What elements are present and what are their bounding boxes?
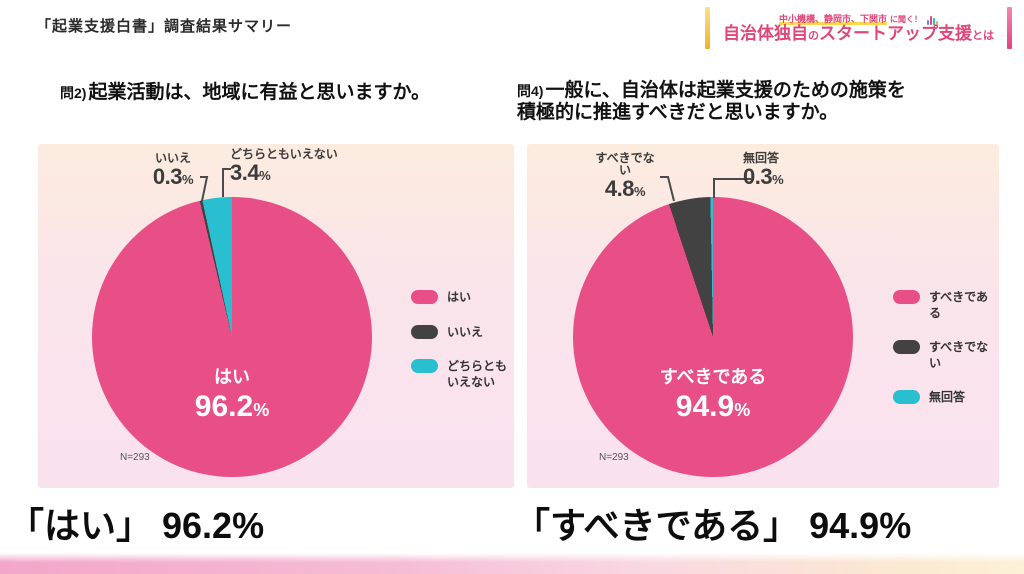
legend-swatch-should: [893, 290, 920, 304]
summary-q4: 「すべきである」 94.9%: [514, 505, 912, 546]
legend-swatch-yes: [411, 290, 438, 304]
sample-size-q4: N=293: [599, 452, 629, 463]
logo-tagline-orgs: 中小機構、静岡市、下関市: [778, 14, 887, 25]
page-title: 「起業支援白書」調査結果サマリー: [36, 18, 293, 35]
question-right: 問4) 一般に、自治体は起業支援のための施策を 積極的に推進すべきだと思いますか。: [517, 80, 906, 123]
event-logo: 中小機構、静岡市、下関市 に聞く！ 自治体独自のスタートアップ支援とは: [705, 7, 1012, 49]
logo-tagline: 中小機構、静岡市、下関市 に聞く！: [778, 12, 938, 26]
pie-center-label-q2: はい 96.2%: [194, 367, 270, 423]
logo-tagline-rest: に聞く！: [890, 15, 922, 25]
chart-panel-q2: いいえ 0.3% どちらともいえない 3.4% はい 96.2% N=293 は…: [38, 144, 514, 488]
legend-item: いいえ: [411, 324, 507, 341]
callout-should-not: すべきでない 4.8%: [595, 151, 655, 201]
question-left: 問2) 起業活動は、地域に有益と思いますか。: [60, 82, 431, 103]
legend-item: 無回答: [893, 390, 999, 406]
chart-panel-q4: すべきでない 4.8% 無回答 0.3% すべきである 94.9% N=293 …: [527, 144, 999, 488]
callout-no-answer: 無回答 0.3%: [743, 151, 784, 189]
logo-pink-bar: [1007, 7, 1012, 49]
pie-chart-q4: [573, 197, 853, 477]
legend-item: どちらとも いえない: [411, 359, 507, 390]
summary-q2: 「はい」 96.2%: [8, 505, 265, 546]
legend-item: すべきでない: [893, 340, 999, 371]
legend-q2: はい いいえ どちらとも いえない: [411, 290, 507, 390]
pie-center-label-q4: すべきである 94.9%: [659, 367, 767, 423]
logo-title: 自治体独自のスタートアップ支援とは: [723, 24, 994, 44]
bar-chart-icon: [927, 16, 938, 26]
logo-gold-bar: [705, 7, 710, 49]
legend-swatch-neither: [411, 359, 438, 374]
pie-chart-q2: [92, 197, 372, 477]
callout-neither: どちらともいえない 3.4%: [230, 147, 338, 185]
legend-item: すべきである: [893, 290, 999, 321]
bottom-accent-bar: [0, 553, 1024, 574]
legend-swatch-should-not: [893, 340, 920, 355]
sample-size-q2: N=293: [120, 452, 150, 463]
legend-swatch-no: [411, 324, 438, 339]
legend-item: はい: [411, 290, 507, 306]
legend-q4: すべきである すべきでない 無回答: [893, 290, 999, 406]
legend-swatch-no-answer: [893, 390, 920, 405]
callout-no: いいえ 0.3%: [152, 151, 194, 189]
